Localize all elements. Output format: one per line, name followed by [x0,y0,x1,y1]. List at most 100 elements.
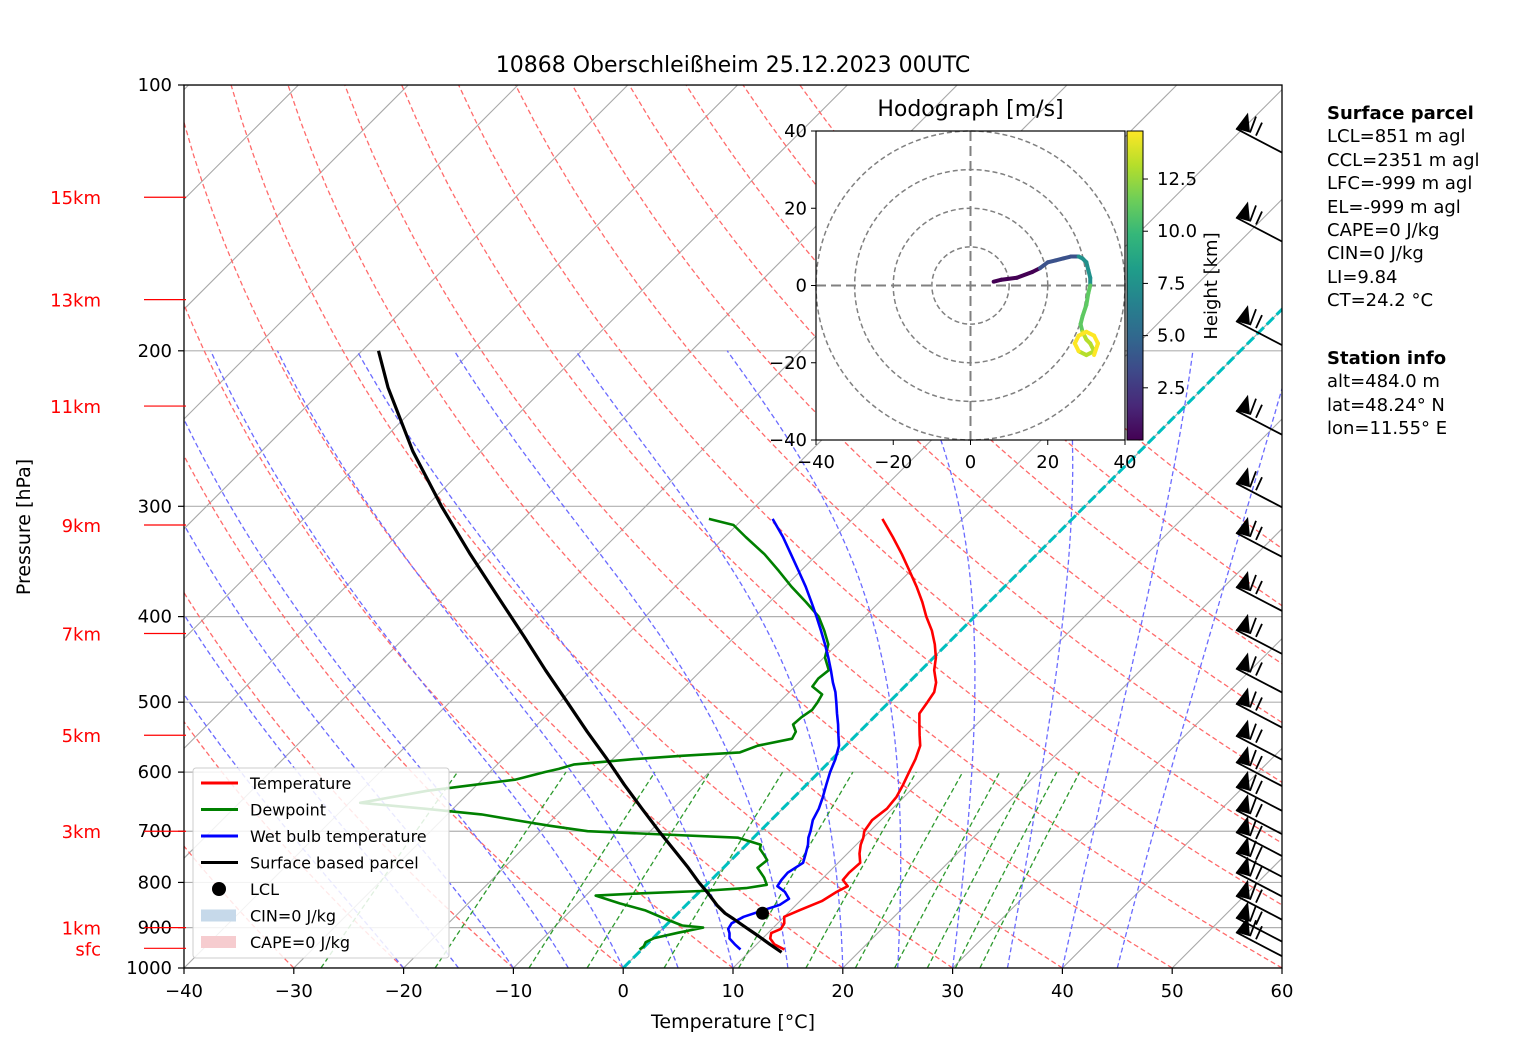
surface-parcel-ccl: CCL=2351 m agl [1327,149,1480,171]
series-surface-based-parcel [376,350,783,954]
mixing-ratio-line [738,771,854,968]
colorbar [1126,130,1144,441]
hodograph-y-tick-label: 20 [784,198,807,219]
wind-barb [1235,112,1283,154]
height-label: 1km [62,919,101,940]
x-tick-label: −10 [494,981,532,1002]
barb-feather [1255,755,1263,770]
wind-barb [1235,719,1283,761]
x-tick-label: 0 [617,981,628,1002]
moist-adiabat [726,350,902,968]
barb-feather [1249,691,1257,708]
dry-adiabat [458,85,1282,906]
barb-staff [1235,871,1283,898]
dry-adiabat [401,85,1282,968]
surface-parcel-panel: Surface parcel LCL=851 m agl CCL=2351 m … [1327,102,1480,313]
legend: Temperature Dewpoint Wet bulb temperature S… [192,767,450,959]
surface-parcel-heading: Surface parcel [1327,103,1474,124]
mixing-ratio-line [894,771,1001,968]
height-label: 5km [62,726,101,747]
barb-feather [1255,476,1263,491]
hodograph-title: Hodograph [m/s] [877,97,1063,122]
y-axis-label: Pressure [hPa] [13,459,35,595]
hodograph-inset: Hodograph [m/s] −40−40 −20 −20 0 0 20 20 40 40 2.5… [769,97,1222,473]
barb-feather [1255,526,1263,541]
barb-pennant [1236,836,1250,857]
legend-label: Temperature [249,774,351,793]
moist-adiabat [453,350,789,968]
hodograph-segment [1092,341,1100,358]
barb-pennant [1236,687,1250,708]
x-tick-label: −30 [275,981,313,1002]
height-label: 3km [62,822,101,843]
wind-barb [1235,901,1283,943]
wind-barb [1235,836,1283,878]
dry-adiabat [184,454,624,968]
barb-pennant [1236,816,1250,837]
x-tick-label: 10 [722,981,745,1002]
y-tick-label: 1000 [126,958,172,979]
y-tick-label: 600 [138,762,172,783]
moist-adiabat [901,350,976,968]
wind-barb [1235,516,1283,558]
legend-label: Wet bulb temperature [250,827,427,846]
barb-staff [1235,586,1283,612]
wind-barb [1235,746,1283,787]
barb-feather [1249,883,1257,900]
hodograph-y-tick-label: 40 [784,121,807,142]
wind-barb [1235,770,1283,812]
station-info-panel: Station info alt=484.0 m lat=48.24° N lo… [1327,347,1447,441]
barb-feather [1255,803,1263,818]
mixing-ratio-line [805,771,917,968]
x-tick-label: 60 [1271,981,1294,1002]
colorbar-label: Height [km] [1201,232,1222,339]
barb-feather [1249,308,1257,326]
barb-feather [1255,697,1263,711]
dry-adiabat [184,302,734,968]
isotherm-line [513,198,1282,968]
x-axis-label: Temperature [°C] [650,1011,815,1033]
wind-barb [1235,570,1283,612]
barb-pennant [1236,879,1250,900]
moist-adiabat [210,350,624,968]
isotherm-line [952,637,1282,968]
x-tick-label: 40 [1051,981,1074,1002]
barb-feather [1255,846,1263,861]
mixing-ratio-line [954,771,1058,968]
barb-staff [1235,127,1283,154]
y-tick-label: 500 [138,692,172,713]
barb-feather [1249,840,1257,858]
barb-pennant [1236,201,1250,222]
surface-parcel-lcl: LCL=851 m agl [1327,126,1466,148]
height-label: 11km [50,397,101,418]
barb-feather [1249,205,1257,222]
x-tick-label: 20 [831,981,854,1002]
wind-barb [1235,916,1283,958]
barb-feather [1249,919,1257,937]
barb-feather [1249,656,1257,673]
barb-pennant [1236,467,1250,488]
barb-staff [1235,409,1283,436]
height-label: sfc [75,939,101,960]
dry-adiabat [184,120,844,968]
y-tick-label: 400 [138,607,172,628]
hodograph-segment [1080,302,1089,319]
isotherm-line [842,528,1282,968]
barb-staff [1235,629,1283,655]
colorbar-tick-label: 2.5 [1157,378,1186,399]
isotherm-line [184,85,519,420]
dry-adiabat [571,85,1282,784]
legend-box [192,767,450,959]
wind-barb [1235,201,1283,243]
barb-staff [1235,916,1283,943]
series-wet-bulb-temperature [726,518,841,951]
hodograph-x-tick-label: 20 [1036,452,1059,473]
barb-pennant [1236,901,1250,922]
colorbar-tick-label: 12.5 [1157,169,1197,190]
surface-parcel-ct: CT=24.2 °C [1327,290,1434,312]
barb-feather [1255,889,1263,904]
hodograph-ring [931,246,1010,325]
surface-parcel-cin: CIN=0 J/kg [1327,243,1424,265]
barb-staff [1235,786,1283,812]
barb-staff [1235,831,1283,857]
